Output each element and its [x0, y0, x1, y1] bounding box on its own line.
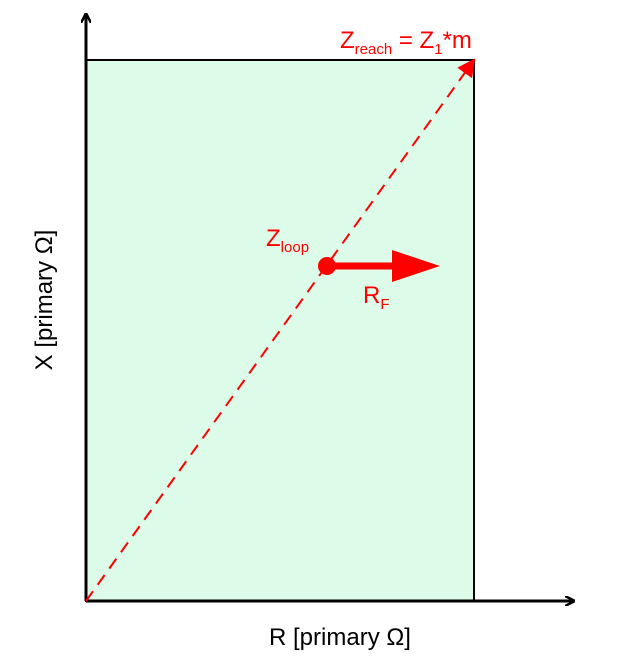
zloop-subscript: loop: [281, 239, 309, 256]
rf-r: R: [363, 282, 380, 309]
zreach-label: Zreach = Z1*m: [340, 27, 472, 58]
zloop-z: Z: [266, 225, 281, 252]
x-axis-title: R [primary Ω]: [269, 624, 411, 651]
y-axis-title: X [primary Ω]: [31, 230, 58, 371]
rf-arrow-head: [392, 250, 440, 282]
zreach-z1-subscript: 1: [434, 41, 442, 58]
zreach-equals: = Z: [392, 27, 434, 54]
zloop-label: Zloop: [266, 225, 309, 256]
zreach-z: Z: [340, 27, 355, 54]
impedance-line-dashed: [85, 58, 476, 602]
rf-label: RF: [363, 282, 390, 313]
rf-subscript: F: [380, 296, 389, 313]
zreach-subscript: reach: [355, 41, 393, 58]
zreach-tail: *m: [443, 27, 472, 54]
